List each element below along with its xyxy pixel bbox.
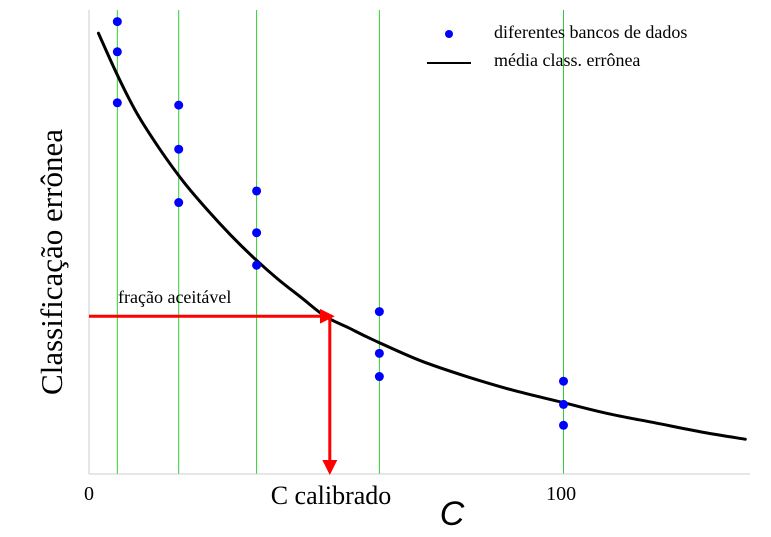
annotation-layer <box>89 308 338 475</box>
x-tick-label: 100 <box>546 483 576 505</box>
x-tick-labels: 0 100 <box>84 483 576 505</box>
legend-point-marker <box>445 30 453 38</box>
mean-curve-layer <box>96 31 747 441</box>
data-point <box>374 307 384 317</box>
data-point <box>174 100 184 110</box>
legend: diferentes bancos de dados média class. … <box>427 22 687 70</box>
data-point <box>374 348 384 358</box>
data-point <box>174 144 184 154</box>
grid-lines <box>116 10 565 474</box>
calibrated-c-label: C calibrado <box>271 481 392 510</box>
data-point <box>559 420 569 430</box>
y-axis-label: Classificação errônea <box>34 129 69 395</box>
data-point <box>112 98 122 108</box>
legend-curve-label: média class. errônea <box>494 50 640 70</box>
data-point <box>252 260 262 270</box>
data-point <box>374 372 384 382</box>
acceptable-fraction-label: fração aceitável <box>118 287 231 307</box>
mean-misclassification-curve <box>96 31 747 441</box>
data-point <box>252 186 262 196</box>
legend-points-label: diferentes bancos de dados <box>494 22 687 42</box>
data-point <box>112 17 122 27</box>
data-point <box>559 399 569 409</box>
data-point <box>252 228 262 238</box>
data-point <box>174 198 184 208</box>
data-point <box>112 47 122 57</box>
data-point <box>559 376 569 386</box>
points-layer <box>112 17 569 430</box>
axes <box>88 10 750 475</box>
x-tick-label: 0 <box>84 483 94 505</box>
x-axis-label: C <box>440 495 465 533</box>
